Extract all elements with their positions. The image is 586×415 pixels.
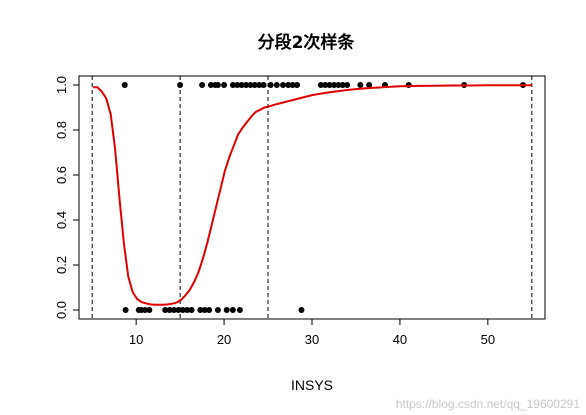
point-y1-5 (214, 82, 221, 88)
point-y1-26 (339, 82, 346, 88)
point-y0-12 (197, 307, 204, 313)
point-y0-8 (175, 307, 182, 313)
point-y1-25 (335, 82, 342, 88)
y-tick-label-3: 0.6 (54, 166, 69, 184)
point-y1-24 (330, 82, 337, 88)
point-y0-15 (214, 307, 221, 313)
point-y0-3 (141, 307, 148, 313)
point-y1-22 (322, 82, 329, 88)
point-y1-28 (357, 82, 364, 88)
point-y0-11 (188, 307, 195, 313)
point-y1-16 (273, 82, 280, 88)
point-y0-17 (229, 307, 236, 313)
fitted-curve (93, 84, 532, 306)
point-y0-19 (298, 307, 305, 313)
point-y0-9 (179, 307, 186, 313)
point-y1-2 (199, 82, 206, 88)
x-tick-label-4: 50 (481, 332, 495, 347)
watermark: https://blog.csdn.net/qq_19600291 (395, 397, 580, 411)
point-y0-18 (236, 307, 243, 313)
point-y0-13 (201, 307, 208, 313)
point-y0-4 (146, 307, 153, 313)
point-y1-9 (238, 82, 245, 88)
point-y1-18 (285, 82, 292, 88)
point-y1-19 (289, 82, 296, 88)
y-tick-label-5: 1.0 (54, 76, 69, 94)
point-y1-23 (326, 82, 333, 88)
point-y1-15 (267, 82, 274, 88)
point-y0-10 (184, 307, 191, 313)
plot-frame (78, 75, 546, 320)
point-y0-14 (206, 307, 213, 313)
point-y1-29 (366, 82, 373, 88)
y-tick-label-1: 0.2 (54, 256, 69, 274)
point-y1-1 (177, 82, 184, 88)
point-y1-3 (207, 82, 214, 88)
point-y1-6 (221, 82, 228, 88)
y-tick-label-4: 0.8 (54, 121, 69, 139)
point-y1-17 (279, 82, 286, 88)
x-tick-label-3: 40 (393, 332, 407, 347)
x-tick-label-2: 30 (305, 332, 319, 347)
point-y1-10 (243, 82, 250, 88)
point-y1-8 (234, 82, 241, 88)
y-tick-label-2: 0.4 (54, 211, 69, 229)
point-y1-21 (317, 82, 324, 88)
point-y0-6 (166, 307, 173, 313)
point-y1-7 (229, 82, 236, 88)
point-y1-0 (121, 82, 128, 88)
y-tick-label-0: 0.0 (54, 301, 69, 319)
point-y1-20 (294, 82, 301, 88)
point-y1-27 (344, 82, 351, 88)
point-y0-7 (170, 307, 177, 313)
x-axis-label: INSYS (291, 377, 333, 393)
point-y0-5 (162, 307, 169, 313)
chart-title: 分段2次样条 (258, 32, 356, 53)
point-y1-14 (260, 82, 267, 88)
point-y0-0 (122, 307, 129, 313)
point-y1-12 (251, 82, 258, 88)
point-y1-11 (247, 82, 254, 88)
point-y0-16 (223, 307, 230, 313)
x-tick-label-0: 10 (129, 332, 143, 347)
point-y1-13 (256, 82, 263, 88)
x-tick-label-1: 20 (217, 332, 231, 347)
